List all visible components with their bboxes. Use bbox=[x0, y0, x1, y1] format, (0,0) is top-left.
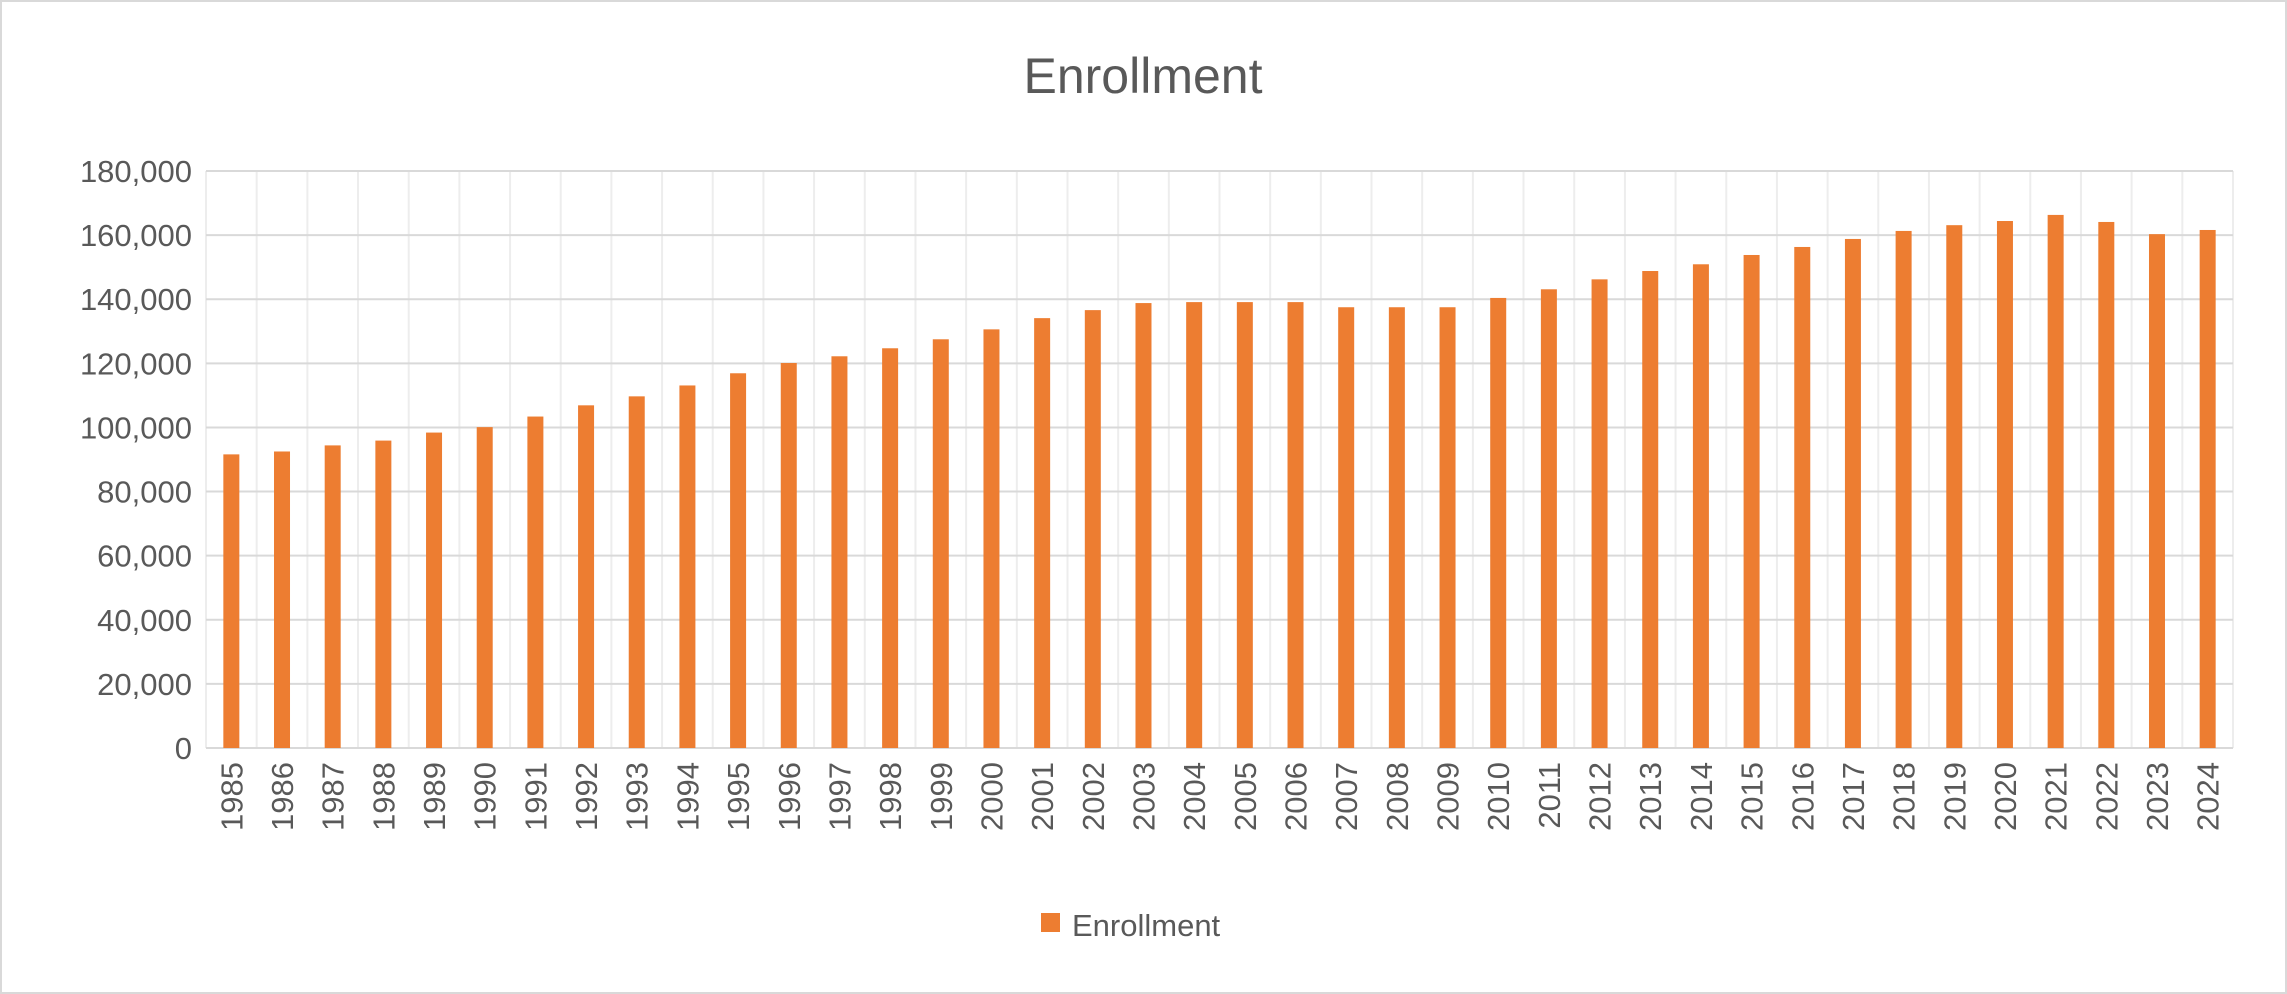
x-tick-label: 2022 bbox=[2089, 762, 2124, 831]
bar-2021 bbox=[2047, 214, 2064, 748]
y-tick-label: 100,000 bbox=[80, 410, 192, 445]
bar-1989 bbox=[426, 432, 443, 748]
bar-1998 bbox=[882, 348, 899, 748]
y-tick-label: 20,000 bbox=[97, 667, 192, 702]
x-tick-label: 2018 bbox=[1887, 762, 1922, 831]
x-tick-label: 2003 bbox=[1126, 762, 1161, 831]
bar-2019 bbox=[1946, 225, 1963, 748]
x-tick-label: 1998 bbox=[873, 762, 908, 831]
bar-2004 bbox=[1186, 302, 1203, 748]
x-tick-label: 1995 bbox=[721, 762, 756, 831]
x-tick-label: 2008 bbox=[1380, 762, 1415, 831]
bar-1985 bbox=[223, 454, 240, 748]
bar-1990 bbox=[476, 427, 493, 748]
bar-1999 bbox=[932, 339, 949, 748]
y-tick-label: 120,000 bbox=[80, 346, 192, 381]
bar-1995 bbox=[730, 373, 747, 748]
bar-1993 bbox=[628, 396, 645, 748]
bar-series bbox=[223, 214, 2216, 749]
bar-2012 bbox=[1591, 279, 1608, 748]
x-tick-label: 2015 bbox=[1735, 762, 1770, 831]
x-tick-label: 1992 bbox=[569, 762, 604, 831]
x-tick-label: 2016 bbox=[1785, 762, 1820, 831]
bar-2001 bbox=[1034, 318, 1051, 748]
bar-2009 bbox=[1439, 307, 1456, 748]
x-tick-label: 2002 bbox=[1076, 762, 1111, 831]
x-tick-label: 2021 bbox=[2039, 762, 2074, 831]
x-tick-label: 1988 bbox=[366, 762, 401, 831]
bar-2023 bbox=[2148, 234, 2165, 749]
bar-1994 bbox=[679, 385, 696, 748]
gridlines bbox=[205, 170, 2234, 749]
bar-2020 bbox=[1996, 221, 2013, 749]
x-tick-label: 2005 bbox=[1228, 762, 1263, 831]
x-tick-label: 2009 bbox=[1431, 762, 1466, 831]
legend-swatch bbox=[1041, 913, 1060, 932]
bar-1986 bbox=[274, 451, 291, 748]
bar-1988 bbox=[375, 440, 392, 748]
y-tick-label: 60,000 bbox=[97, 539, 192, 574]
y-tick-label: 80,000 bbox=[97, 475, 192, 510]
x-tick-label: 1991 bbox=[518, 762, 553, 831]
x-axis-tick-labels: 1985 1986 1987 1988 1989 1990 1991 1992 1993 1994… bbox=[214, 762, 2225, 831]
x-tick-label: 1997 bbox=[822, 762, 857, 831]
legend: Enrollment bbox=[1041, 908, 1221, 943]
bar-2015 bbox=[1743, 254, 1760, 749]
y-tick-label: 0 bbox=[175, 731, 192, 766]
y-tick-label: 140,000 bbox=[80, 282, 192, 317]
bar-2018 bbox=[1895, 230, 1912, 748]
bar-2010 bbox=[1490, 297, 1507, 748]
bar-2008 bbox=[1388, 307, 1405, 748]
x-tick-label: 2004 bbox=[1177, 762, 1212, 831]
bar-1997 bbox=[831, 356, 848, 748]
bar-2005 bbox=[1236, 302, 1253, 748]
y-tick-label: 180,000 bbox=[80, 154, 192, 189]
x-tick-label: 1999 bbox=[924, 762, 959, 831]
bar-1992 bbox=[578, 405, 595, 748]
y-tick-label: 40,000 bbox=[97, 603, 192, 638]
bar-2006 bbox=[1287, 302, 1304, 748]
bar-2013 bbox=[1642, 271, 1659, 748]
bar-2014 bbox=[1692, 264, 1709, 748]
x-tick-label: 1990 bbox=[468, 762, 503, 831]
x-tick-label: 2014 bbox=[1684, 762, 1719, 831]
bar-2024 bbox=[2199, 229, 2216, 748]
bar-1991 bbox=[527, 416, 544, 748]
bar-1996 bbox=[780, 363, 797, 748]
x-tick-label: 2001 bbox=[1025, 762, 1060, 831]
x-tick-label: 1986 bbox=[265, 762, 300, 831]
x-tick-label: 1987 bbox=[316, 762, 351, 831]
x-tick-label: 2000 bbox=[974, 762, 1009, 831]
x-tick-label: 2019 bbox=[1937, 762, 1972, 831]
x-tick-label: 2024 bbox=[2191, 762, 2226, 831]
legend-label: Enrollment bbox=[1072, 908, 1221, 943]
x-tick-label: 1994 bbox=[670, 762, 705, 831]
x-tick-label: 1985 bbox=[214, 762, 249, 831]
y-axis-tick-labels: 0 20,000 40,000 60,000 80,000 100,000 120,000 1… bbox=[80, 154, 192, 766]
x-tick-label: 2023 bbox=[2140, 762, 2175, 831]
x-tick-label: 2011 bbox=[1532, 762, 1567, 829]
x-tick-label: 2020 bbox=[1988, 762, 2023, 831]
x-tick-label: 1989 bbox=[417, 762, 452, 831]
x-tick-label: 2017 bbox=[1836, 762, 1871, 831]
bar-2022 bbox=[2098, 221, 2115, 749]
x-tick-label: 2013 bbox=[1633, 762, 1668, 831]
bar-2002 bbox=[1084, 310, 1101, 748]
x-tick-label: 2010 bbox=[1481, 762, 1516, 831]
bar-2007 bbox=[1338, 307, 1355, 748]
bar-2003 bbox=[1135, 303, 1152, 748]
x-tick-label: 1996 bbox=[772, 762, 807, 831]
bar-2016 bbox=[1794, 246, 1811, 748]
chart-title: Enrollment bbox=[1024, 48, 1263, 104]
x-tick-label: 2012 bbox=[1583, 762, 1618, 831]
x-tick-label: 2006 bbox=[1279, 762, 1314, 831]
y-tick-label: 160,000 bbox=[80, 218, 192, 253]
x-tick-label: 2007 bbox=[1329, 762, 1364, 831]
bar-2011 bbox=[1540, 289, 1557, 748]
bar-2017 bbox=[1844, 238, 1861, 749]
bar-2000 bbox=[983, 329, 1000, 748]
bar-1987 bbox=[324, 445, 341, 748]
x-tick-label: 1993 bbox=[620, 762, 655, 831]
